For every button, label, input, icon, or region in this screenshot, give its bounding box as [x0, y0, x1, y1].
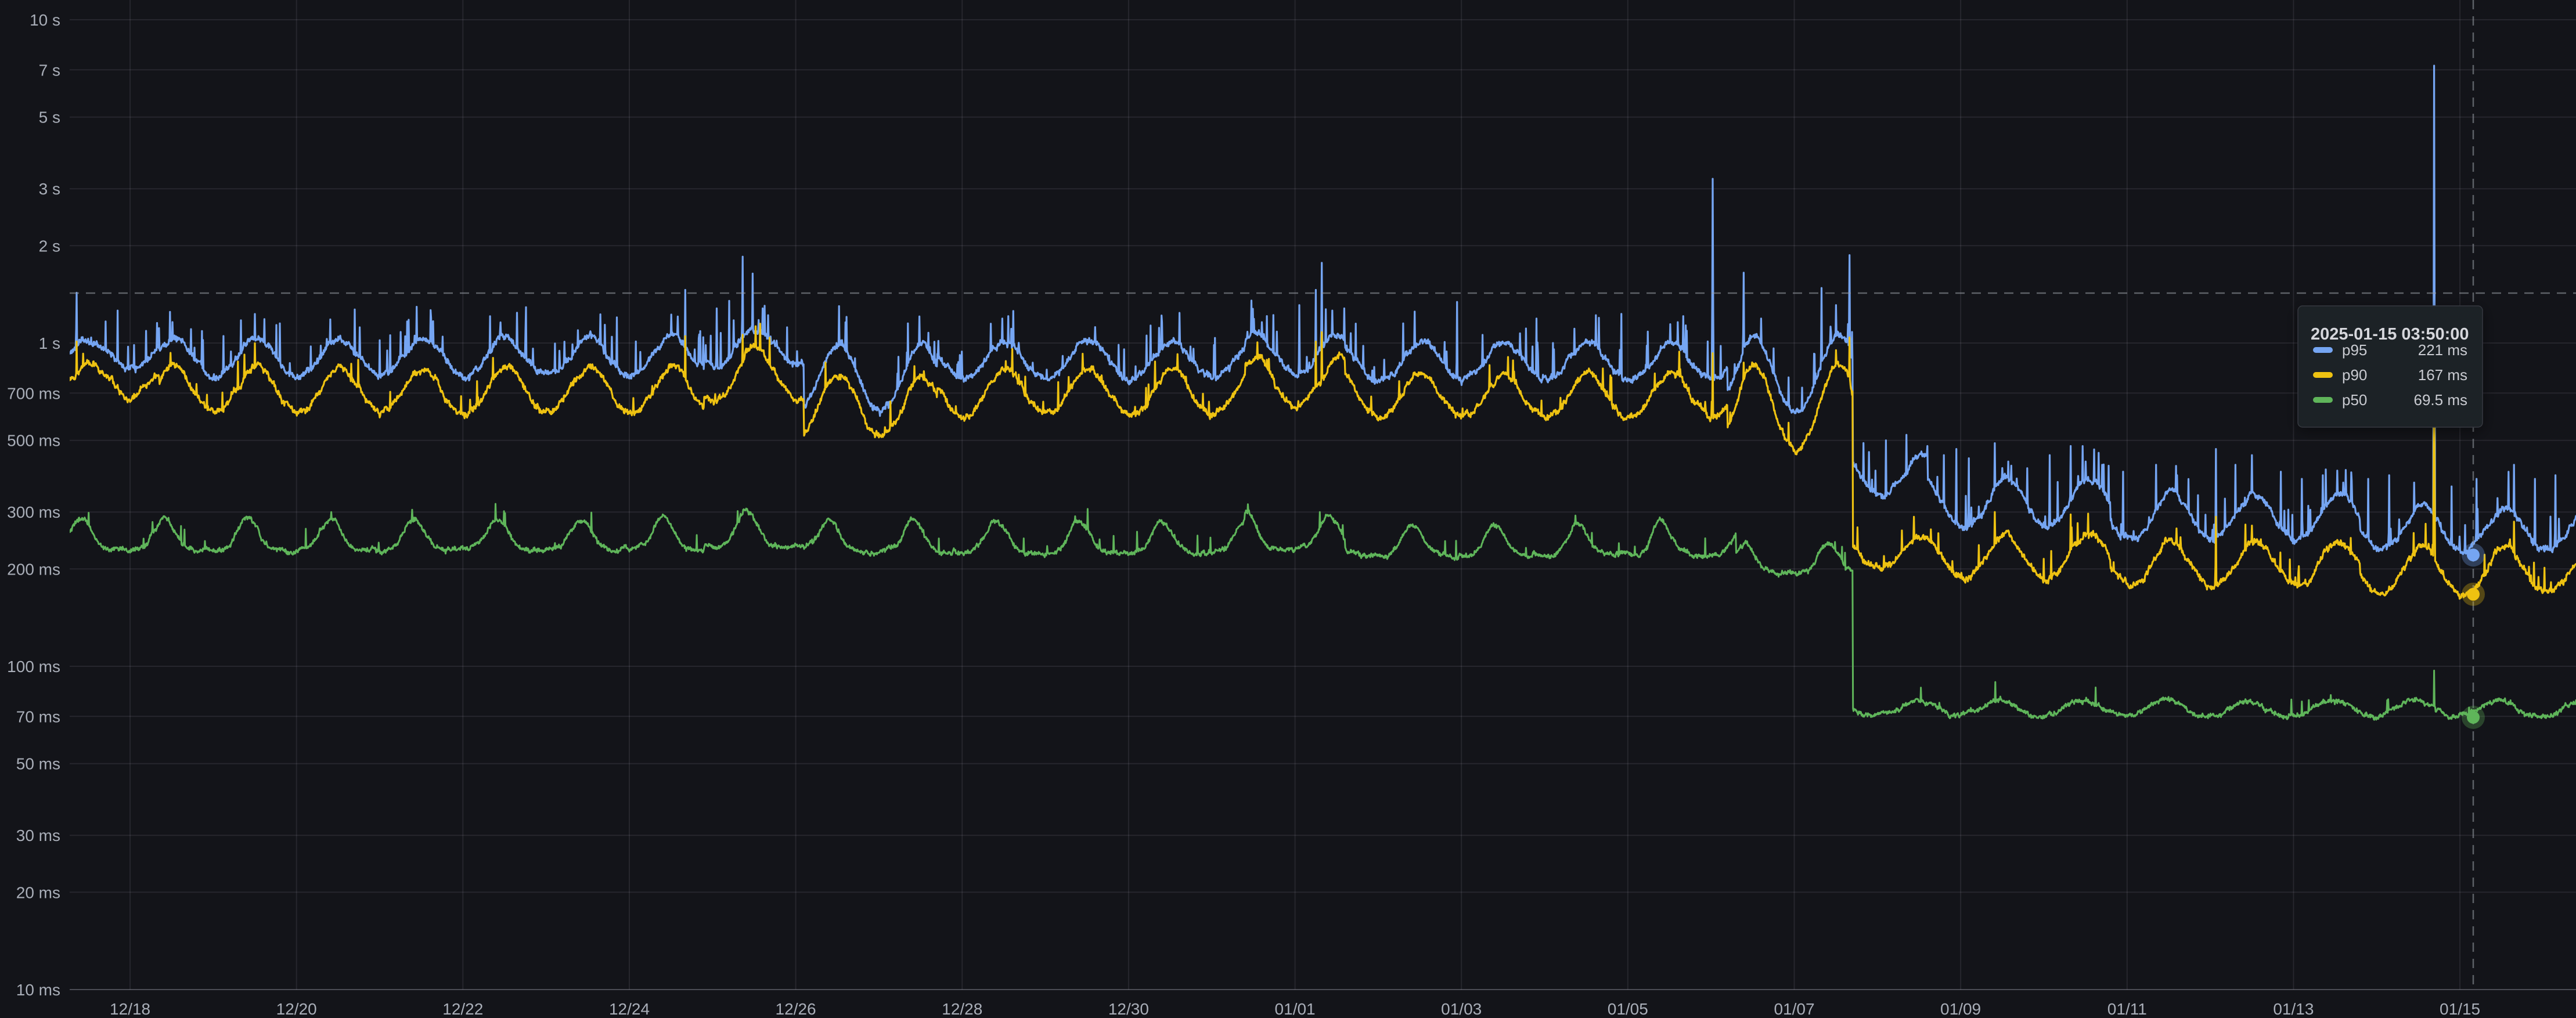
tooltip-row-label: p90: [2342, 366, 2367, 384]
x-tick-label: 01/05: [1608, 1000, 1648, 1018]
tooltip-row-value: 221 ms: [2418, 341, 2467, 359]
hover-point-p90: [2467, 587, 2480, 601]
x-tick-label: 12/26: [776, 1000, 816, 1018]
y-tick-label: 5 s: [39, 109, 60, 127]
p95-series-swatch: [2313, 347, 2333, 353]
x-tick-label: 01/01: [1275, 1000, 1316, 1018]
y-tick-label: 50 ms: [16, 755, 60, 773]
x-tick-label: 12/20: [276, 1000, 317, 1018]
y-tick-label: 10 s: [30, 11, 60, 29]
y-tick-label: 1 s: [39, 334, 60, 352]
x-tick-label: 12/24: [609, 1000, 650, 1018]
y-tick-label: 200 ms: [7, 560, 60, 578]
series-lines: [70, 64, 2576, 721]
x-tick-label: 01/13: [2273, 1000, 2314, 1018]
x-tick-label: 01/09: [1940, 1000, 1981, 1018]
p90-series-swatch: [2313, 372, 2333, 378]
x-tick-label: 12/28: [942, 1000, 982, 1018]
y-tick-label: 10 ms: [16, 981, 60, 999]
x-tick-label: 01/11: [2107, 1000, 2147, 1018]
crosshair: [70, 0, 2576, 990]
y-tick-label: 7 s: [39, 61, 60, 79]
series-line-p95: [70, 64, 2576, 555]
tooltip-row-value: 167 ms: [2418, 366, 2467, 384]
tooltip-timestamp: 2025-01-15 03:50:00: [2311, 325, 2469, 344]
tooltip: 2025-01-15 03:50:00 p95 221 ms p90 167 m…: [2297, 305, 2483, 428]
y-tick-label: 2 s: [39, 237, 60, 255]
x-tick-label: 01/07: [1774, 1000, 1814, 1018]
hover-points: [2462, 543, 2485, 729]
tooltip-box: [2297, 305, 2483, 428]
axis-labels: 10 s 7 s 5 s 3 s 2 s 1 s 700 ms 500 ms 300 ms 200…: [7, 11, 2480, 1018]
x-tick-label: 12/18: [110, 1000, 150, 1018]
tooltip-row-label: p50: [2342, 391, 2367, 409]
series-line-p90: [70, 323, 2576, 600]
y-tick-label: 100 ms: [7, 658, 60, 676]
x-tick-label: 12/22: [442, 1000, 483, 1018]
tooltip-row-value: 69.5 ms: [2414, 391, 2468, 409]
hover-point-p50: [2467, 711, 2480, 724]
hover-point-p95: [2467, 548, 2480, 562]
y-tick-label: 300 ms: [7, 503, 60, 521]
y-tick-label: 20 ms: [16, 883, 60, 901]
y-tick-label: 30 ms: [16, 826, 60, 844]
x-tick-label: 12/30: [1108, 1000, 1149, 1018]
tooltip-row-label: p95: [2342, 341, 2367, 359]
p50-series-swatch: [2313, 397, 2333, 403]
grid: [70, 0, 2576, 990]
x-tick-label: 01/03: [1441, 1000, 1482, 1018]
y-tick-label: 70 ms: [16, 707, 60, 725]
x-tick-label: 01/15: [2440, 1000, 2480, 1018]
series-line-p50: [70, 503, 2576, 721]
y-tick-label: 700 ms: [7, 384, 60, 402]
y-tick-label: 3 s: [39, 180, 60, 198]
y-tick-label: 500 ms: [7, 432, 60, 450]
